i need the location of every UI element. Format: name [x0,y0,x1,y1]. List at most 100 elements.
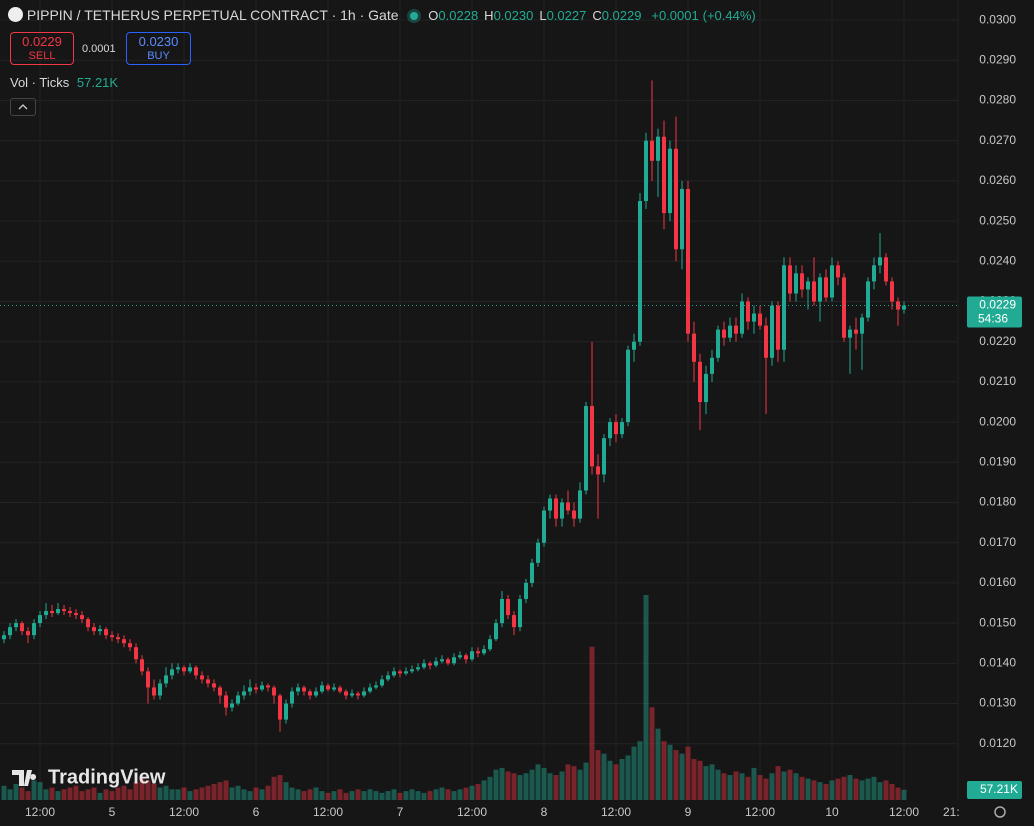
volume-bar [343,792,349,800]
candle-body [2,635,7,640]
candle-body [536,542,541,563]
ohlc-key: O [428,8,439,23]
volume-bar [403,791,409,800]
candle-body [344,691,349,696]
volume-bar [499,767,505,800]
sell-price: 0.0229 [22,34,62,49]
volume-bar [853,778,859,800]
volume-bar [463,787,469,800]
volume-bar [421,792,427,800]
change: +0.0001 [651,8,699,23]
candle-body [20,623,25,632]
volume-bar [109,791,115,800]
candle-body [512,615,517,628]
volume-bar [7,789,13,800]
watermark: TradingView [12,766,166,788]
volume-label: 57.21K [980,782,1018,796]
candle-body [722,329,727,338]
volume-bar [787,769,793,800]
x-tick-label: 10 [825,805,839,819]
x-tick-label: 12:00 [313,805,343,819]
candle-body [668,148,673,214]
collapse-icon [18,104,28,110]
corner-cover [960,800,1034,826]
buy-label: BUY [147,50,170,62]
candle-body [770,305,775,358]
volume-bar [553,775,559,800]
volume-bar [439,787,445,800]
x-tick-label: 8 [541,805,548,819]
y-tick-label: 0.0280 [979,93,1016,107]
candle-body [188,667,193,672]
y-tick-label: 0.0300 [979,12,1016,26]
candle-body [98,629,103,632]
volume-bar [691,759,697,800]
volume-bar [559,771,565,800]
volume-bar [169,789,175,800]
candle-body [302,687,307,692]
volume-bar [139,778,145,800]
candle-body [26,631,31,636]
candle-body [248,687,253,692]
candle-body [812,281,817,302]
candle-body [794,273,799,294]
time-axis-bg [0,800,1034,826]
volume-bar [295,789,301,800]
volume-bar [319,791,325,800]
price-axis: 0.0120 0.0130 0.0140 0.0150 0.0160 0.0170 0.01… [967,12,1022,799]
candle-body [674,148,679,250]
volume-bar [1,785,7,800]
y-tick-label: 0.0290 [979,52,1016,66]
collapse-button[interactable] [10,98,36,116]
volume-bar [193,789,199,800]
candle-body [584,406,589,491]
x-tick-label: 12:00 [601,805,631,819]
candle-body [740,301,745,334]
volume-bar [121,785,127,800]
volume-bar [805,778,811,800]
candle-body [206,679,211,684]
candle-body [176,667,181,670]
candle-body [788,265,793,294]
candle-body [614,422,619,435]
volume-bar [85,789,91,800]
volume-bar [595,750,601,800]
candle-body [860,317,865,334]
volume-bar [43,789,49,800]
volume-bar [679,753,685,800]
sell-button[interactable]: 0.0229 SELL [10,32,74,65]
volume-bar [241,789,247,800]
volume-bar [901,789,907,800]
candle-body [170,669,175,676]
volume-bar [289,787,295,800]
candle-body [572,510,577,519]
candle-body [212,683,217,688]
price-axis-bg [960,0,1034,800]
candle-body [218,687,223,696]
candle-body [896,301,901,310]
candle-body [284,703,289,720]
ohlc-key: C [592,8,602,23]
settings-icon[interactable] [994,806,1006,818]
volume-bar [151,783,157,800]
volume-bar [775,766,781,800]
volume-bar [355,789,361,800]
candle-body [44,611,49,616]
candle-body [74,613,79,616]
x-tick-label: 12:00 [457,805,487,819]
spread: 0.0001 [82,43,116,55]
candle-body [854,329,859,334]
volume-bar [817,782,823,800]
y-tick-label: 0.0210 [979,374,1016,388]
candle-body [8,627,13,636]
volume-bar [265,785,271,800]
candle-body [818,277,823,302]
candle-body [866,281,871,318]
buy-button[interactable]: 0.0230 BUY [126,32,191,65]
volume-bar [685,746,691,800]
y-tick-label: 0.0260 [979,173,1016,187]
volume-bar [877,782,883,800]
volume-bar [577,769,583,800]
candle-body [374,685,379,688]
